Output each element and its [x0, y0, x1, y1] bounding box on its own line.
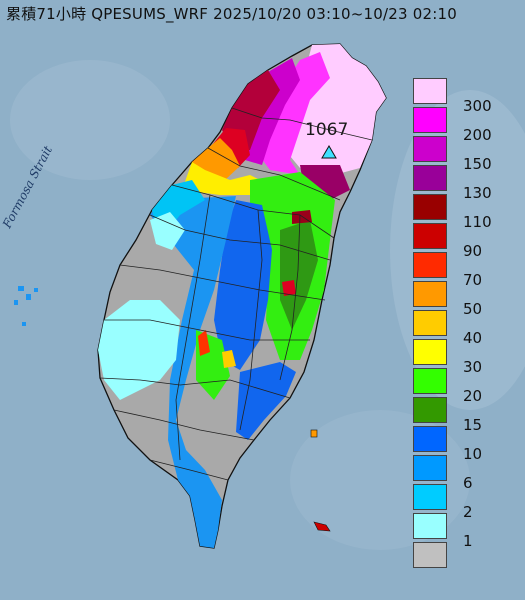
legend-swatch-15: [413, 397, 447, 423]
rain-zone-40: [222, 350, 236, 368]
legend-swatch-300: [413, 78, 447, 104]
legend-swatch-30: [413, 339, 447, 365]
map-title: 累積71小時 QPESUMS_WRF 2025/10/20 03:10~10/2…: [6, 5, 457, 23]
legend-label: 130: [463, 184, 492, 202]
legend-swatch-200: [413, 107, 447, 133]
legend-swatch-50: [413, 281, 447, 307]
rain-zone-150: [240, 58, 300, 165]
legend-label: 20: [463, 387, 483, 405]
legend-label: 30: [463, 358, 483, 376]
legend-swatch-2: [413, 484, 447, 510]
legend-swatch-1: [413, 513, 447, 539]
penghu-islands: [14, 286, 38, 326]
legend-label: 15: [463, 416, 483, 434]
rain-zone-6: [150, 196, 236, 548]
legend-label: 10: [463, 445, 483, 463]
legend-swatch-90: [413, 223, 447, 249]
legend-label: 6: [463, 474, 473, 492]
legend-label: 2: [463, 503, 473, 521]
legend-swatch-40: [413, 310, 447, 336]
rain-zone-1: [98, 300, 180, 400]
orchid-island: [313, 521, 331, 532]
legend-swatch-10: [413, 426, 447, 452]
legend-label: 90: [463, 242, 483, 260]
rain-zone-90: [282, 280, 296, 296]
legend-swatch-150: [413, 136, 447, 162]
legend-swatch-110: [413, 194, 447, 220]
legend-label: 50: [463, 300, 483, 318]
legend-label: 200: [463, 126, 492, 144]
legend-label: 1: [463, 532, 473, 550]
legend-label: 70: [463, 271, 483, 289]
rain-zone-110: [292, 210, 312, 224]
county-borders: [99, 107, 373, 481]
rain-zone-70: [198, 330, 210, 356]
legend-label: 300: [463, 97, 492, 115]
rain-zone-1: [150, 212, 185, 250]
peak-marker-icon: [321, 145, 337, 159]
legend-swatch-130: [413, 165, 447, 191]
legend-swatch-6: [413, 455, 447, 481]
legend-swatch-70: [413, 252, 447, 278]
rain-zone-10: [236, 362, 296, 440]
sea-cloud: [10, 60, 170, 180]
rain-zone-200: [255, 52, 330, 175]
legend-swatch-20: [413, 368, 447, 394]
peak-rainfall-value: 1067: [305, 120, 349, 140]
legend-label: 110: [463, 213, 492, 231]
legend-label: 40: [463, 329, 483, 347]
green-island: [310, 429, 318, 438]
rain-zone-30: [182, 162, 270, 195]
legend-label: 150: [463, 155, 492, 173]
legend-swatch-0: [413, 542, 447, 568]
rainfall-legend: 300 200 150 130 110 90 70 50 40 30 20 15…: [413, 78, 517, 572]
